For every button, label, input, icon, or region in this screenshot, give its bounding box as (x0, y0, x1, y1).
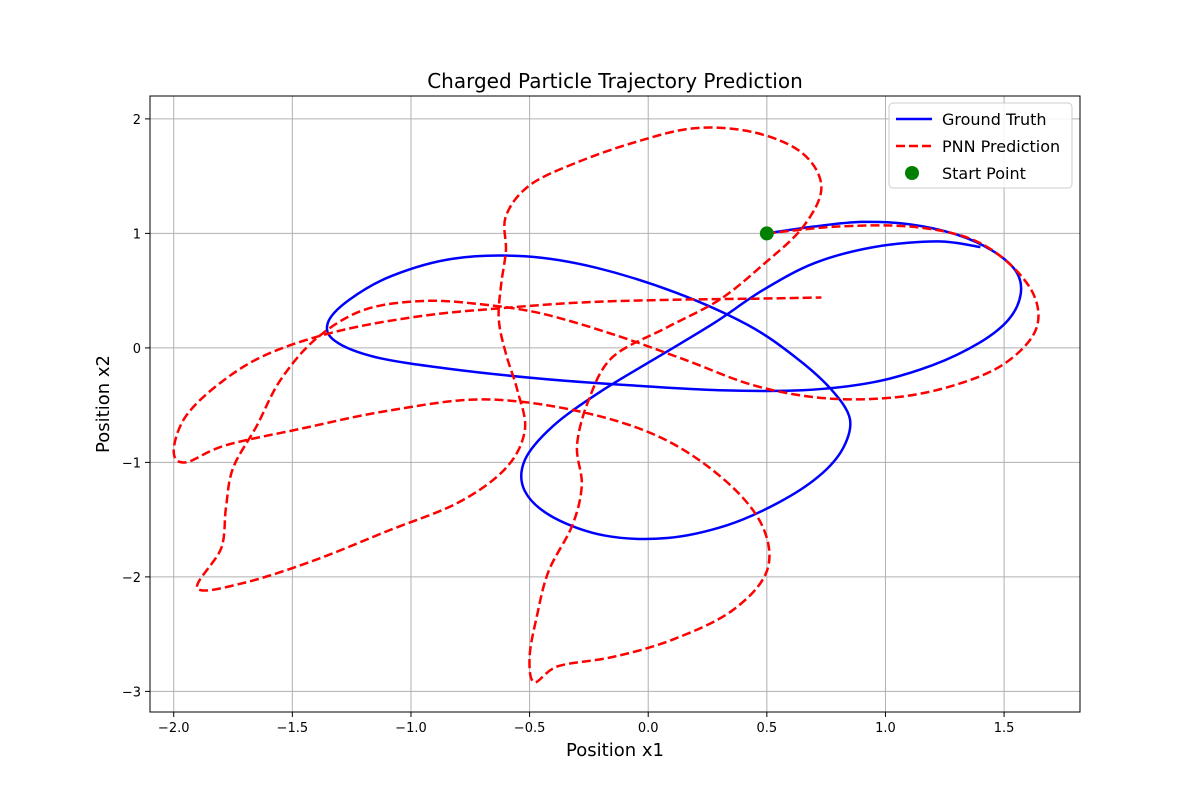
y-tick-label: 2 (133, 113, 141, 128)
legend-start-point-swatch (905, 166, 919, 180)
x-tick-label: −2.0 (158, 721, 190, 736)
legend-box (888, 102, 1073, 189)
y-tick-label: −3 (122, 685, 141, 700)
chart-title: Charged Particle Trajectory Prediction (427, 69, 803, 93)
x-tick-label: 1.0 (875, 721, 896, 736)
y-tick-label: 1 (133, 227, 141, 242)
x-tick-label: −1.0 (395, 721, 427, 736)
x-tick-label: −1.5 (277, 721, 309, 736)
x-tick-label: 0.5 (756, 721, 777, 736)
plot-frame (149, 95, 1081, 713)
plot-series-group (172, 126, 1040, 684)
legend-label: Start Point (942, 164, 1026, 183)
x-tick-label: 0.0 (638, 721, 659, 736)
x-axis-title: Position x1 (566, 740, 664, 761)
grid-lines (150, 96, 1080, 712)
x-tick-label: 1.5 (994, 721, 1015, 736)
y-tick-label: −2 (122, 571, 141, 586)
prediction-series-line (172, 126, 1040, 684)
ground-truth-series-line (325, 220, 1023, 541)
y-tick-label: 0 (133, 342, 141, 357)
x-tick-label: −0.5 (514, 721, 546, 736)
y-tick-label: −1 (122, 456, 141, 471)
y-axis-title: Position x2 (93, 355, 114, 453)
legend: Ground Truth PNN Prediction Start Point (888, 102, 1073, 189)
axis-ticks: −2.0 −1.5 −1.0 −0.5 0.0 0.5 1.0 1.5 −3 −2 −1 0 1 2 (122, 113, 1015, 736)
start-point-marker (759, 226, 774, 241)
legend-label: PNN Prediction (942, 137, 1060, 156)
legend-label: Ground Truth (942, 110, 1047, 129)
